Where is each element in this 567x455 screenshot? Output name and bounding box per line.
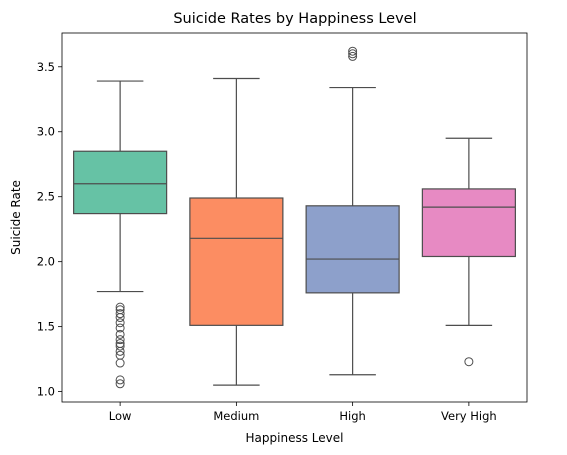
y-tick-label: 1.5	[37, 320, 55, 334]
box-group-low	[73, 80, 168, 389]
y-tick-label: 2.0	[37, 255, 55, 269]
outlier-point	[115, 323, 125, 333]
y-tick-label: 3.5	[37, 60, 55, 74]
y-tick-label: 3.0	[37, 125, 55, 139]
x-tick-label: High	[339, 409, 365, 423]
x-tick-label: Very High	[441, 409, 497, 423]
box-iqr	[421, 188, 516, 258]
outlier-point	[348, 51, 358, 61]
outlier-point	[115, 313, 125, 323]
outlier-point	[464, 357, 474, 367]
outlier-point	[115, 329, 125, 339]
outlier-point	[115, 346, 125, 356]
outlier-point	[115, 302, 125, 312]
outlier-point	[115, 379, 125, 389]
outlier-point	[348, 46, 358, 56]
box-group-very-high	[421, 137, 516, 367]
box-iqr	[305, 205, 400, 294]
chart-title: Suicide Rates by Happiness Level	[173, 11, 416, 27]
plot-frame	[61, 32, 528, 403]
y-tick-label: 2.5	[37, 190, 55, 204]
x-axis-label: Happiness Level	[246, 431, 344, 445]
box-group-high	[305, 46, 400, 376]
y-axis-label: Suicide Rate	[9, 180, 23, 255]
outlier-point	[115, 335, 125, 345]
outlier-point	[115, 341, 125, 351]
outlier-point	[115, 309, 125, 319]
plot-area	[73, 46, 516, 389]
outlier-point	[115, 358, 125, 368]
outlier-point	[115, 318, 125, 328]
outlier-point	[115, 375, 125, 385]
outlier-point	[348, 49, 358, 59]
box-iqr	[73, 150, 168, 215]
x-tick-label: Low	[109, 409, 132, 423]
box-iqr	[189, 197, 284, 326]
box-group-medium	[189, 77, 284, 386]
y-tick-label: 1.0	[37, 385, 55, 399]
x-tick-label: Medium	[213, 409, 259, 423]
